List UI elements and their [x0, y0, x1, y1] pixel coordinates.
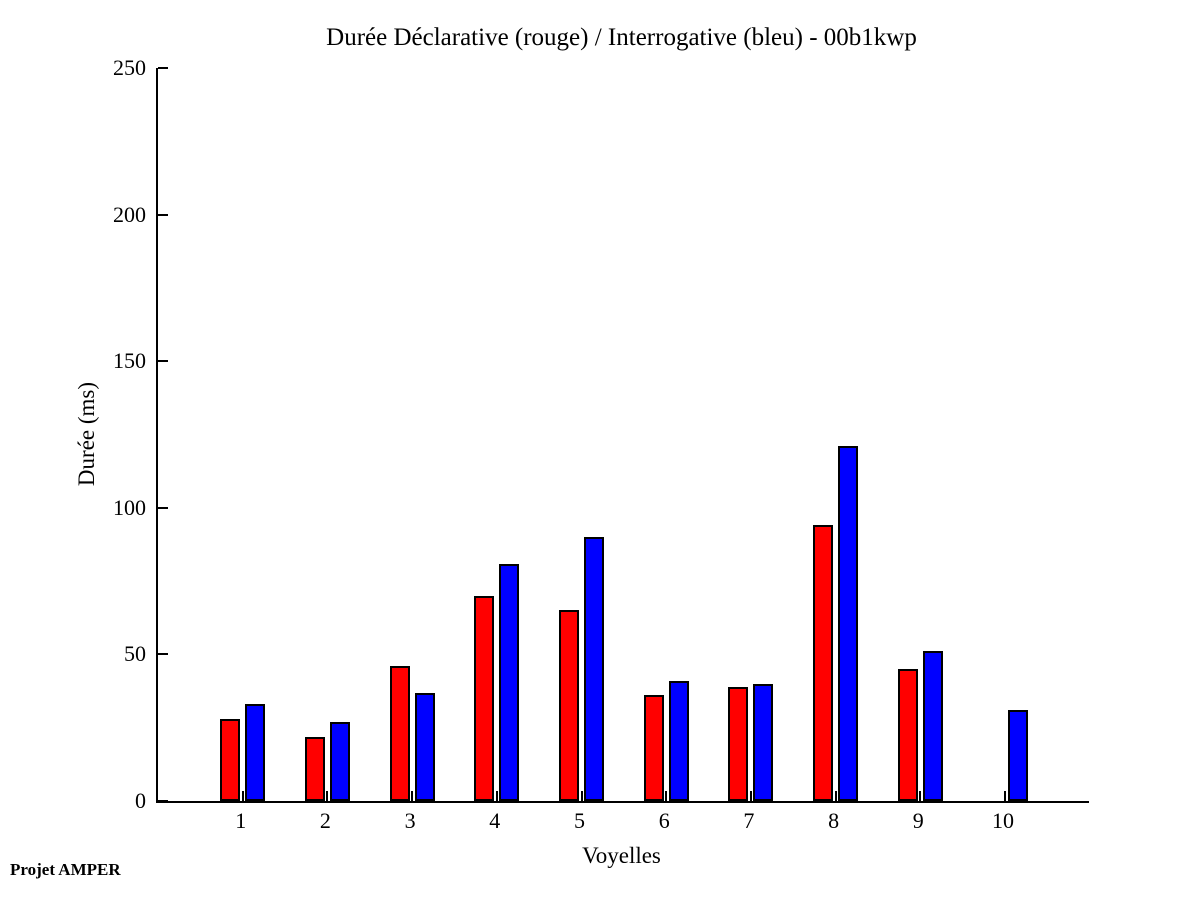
- x-tick-9: [919, 791, 922, 801]
- y-tick-label-50: 50: [124, 641, 146, 667]
- bar-declarative-5: [559, 610, 579, 801]
- bar-declarative-7: [728, 686, 749, 801]
- x-tick-label-9: 9: [912, 808, 924, 833]
- y-tick-label-150: 150: [113, 348, 146, 374]
- x-tick-2: [326, 791, 329, 801]
- y-axis-label: Durée (ms): [74, 381, 99, 487]
- x-tick-label-10: 10: [992, 808, 1014, 833]
- y-tick-label-200: 200: [113, 201, 146, 227]
- bar-interrogative-9: [922, 651, 943, 801]
- bar-declarative-1: [220, 718, 241, 801]
- bar-interrogative-1: [245, 704, 266, 801]
- bar-interrogative-6: [668, 680, 689, 801]
- x-tick-label-4: 4: [489, 808, 501, 833]
- footer-text: Projet AMPER: [10, 860, 121, 879]
- x-tick-label-5: 5: [574, 808, 585, 833]
- x-tick-3: [411, 791, 414, 801]
- bar-interrogative-10: [1007, 710, 1028, 801]
- x-tick-label-3: 3: [404, 808, 416, 833]
- x-tick-label-7: 7: [743, 808, 755, 833]
- bar-declarative-6: [643, 695, 664, 801]
- bar-interrogative-5: [584, 537, 604, 801]
- chart-title: Durée Déclarative (rouge) / Interrogativ…: [326, 24, 917, 51]
- x-tick-label-6: 6: [658, 808, 670, 833]
- bar-interrogative-8: [838, 446, 859, 801]
- bar-interrogative-7: [753, 683, 774, 801]
- y-tick-label-250: 250: [113, 55, 146, 80]
- bar-declarative-8: [813, 525, 834, 801]
- x-tick-label-2: 2: [319, 808, 331, 833]
- y-tick-250: [158, 67, 168, 69]
- x-tick-5: [580, 791, 583, 801]
- y-tick-label-100: 100: [113, 494, 146, 520]
- y-tick-100: [158, 506, 168, 509]
- plot-area: [156, 67, 1089, 803]
- x-tick-1: [241, 791, 244, 801]
- x-tick-6: [665, 791, 668, 801]
- x-tick-label-8: 8: [828, 808, 840, 833]
- bar-declarative-4: [474, 595, 495, 801]
- y-tick-label-0: 0: [135, 788, 146, 813]
- x-tick-10: [1004, 791, 1006, 801]
- bar-declarative-3: [389, 666, 410, 801]
- bar-interrogative-4: [499, 563, 520, 801]
- y-tick-150: [158, 360, 168, 363]
- bar-declarative-9: [897, 669, 918, 801]
- x-tick-8: [834, 791, 837, 801]
- x-tick-7: [749, 791, 752, 801]
- bar-declarative-2: [304, 736, 325, 801]
- y-tick-50: [158, 653, 168, 656]
- y-tick-200: [158, 213, 168, 216]
- bar-interrogative-3: [414, 692, 435, 801]
- y-tick-0: [158, 800, 168, 802]
- x-tick-4: [495, 791, 498, 801]
- x-tick-label-1: 1: [235, 808, 247, 833]
- bar-interrogative-2: [329, 721, 350, 801]
- x-axis-label: Voyelles: [582, 843, 661, 868]
